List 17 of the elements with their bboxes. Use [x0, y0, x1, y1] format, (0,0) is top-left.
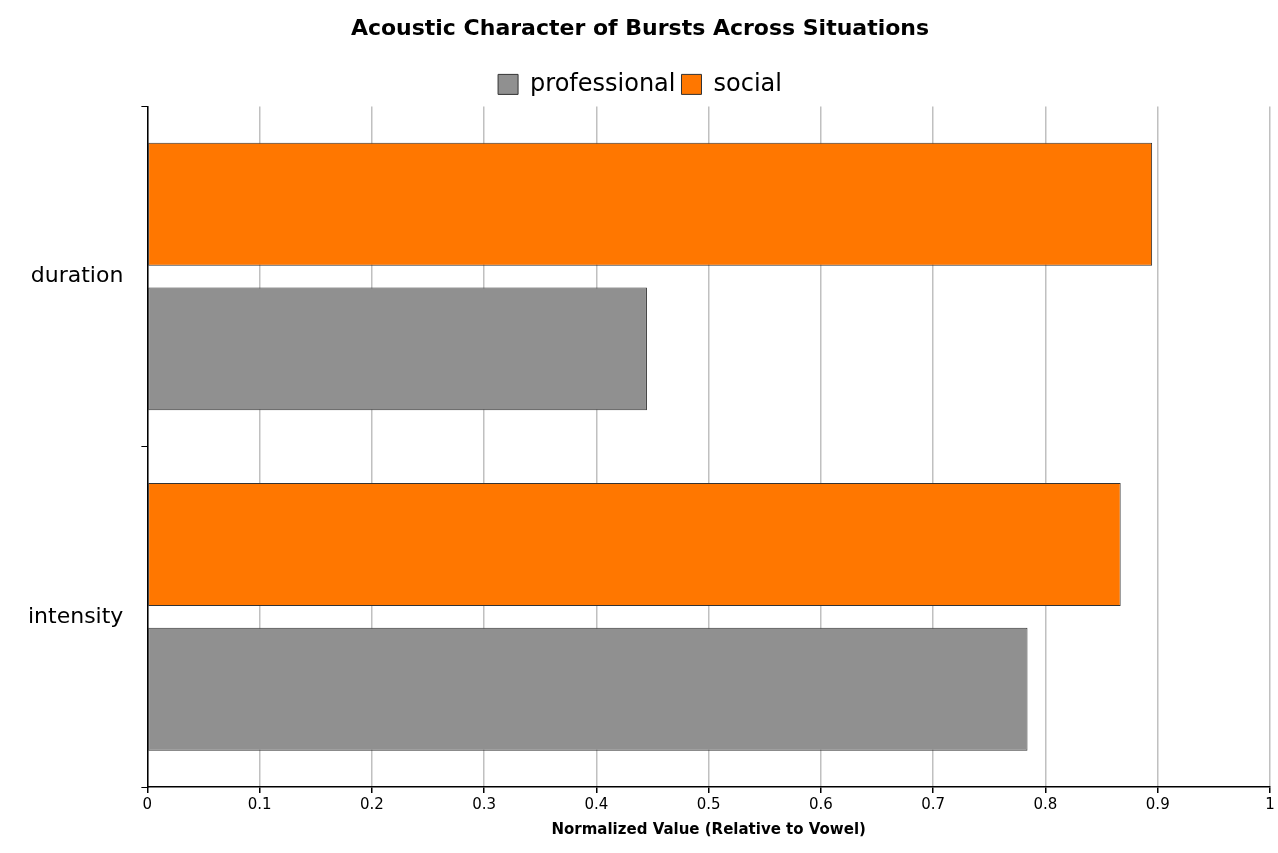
x-tick-label: 0.3 — [472, 794, 497, 813]
x-axis-title: Normalized Value (Relative to Vowel) — [551, 819, 866, 838]
x-tick-label: 0.7 — [921, 794, 946, 813]
x-tick-label: 0 — [142, 794, 153, 813]
y-tick-label: duration — [30, 262, 124, 288]
x-tick-label: 0.6 — [809, 794, 833, 813]
x-tick-label: 1 — [1265, 794, 1275, 813]
y-tick-label: intensity — [27, 602, 124, 628]
x-tick-label: 0.2 — [359, 794, 384, 813]
legend-label: professional — [530, 68, 676, 97]
x-tick-label: 0.8 — [1033, 794, 1058, 813]
x-tick-label: 0.9 — [1145, 794, 1170, 813]
chart-title: Acoustic Character of Bursts Across Situations — [350, 14, 930, 40]
legend-label: social — [713, 68, 782, 97]
x-tick-label: 0.5 — [696, 794, 721, 813]
x-tick-label: 0.1 — [247, 794, 272, 813]
x-tick-label: 0.4 — [584, 794, 609, 813]
